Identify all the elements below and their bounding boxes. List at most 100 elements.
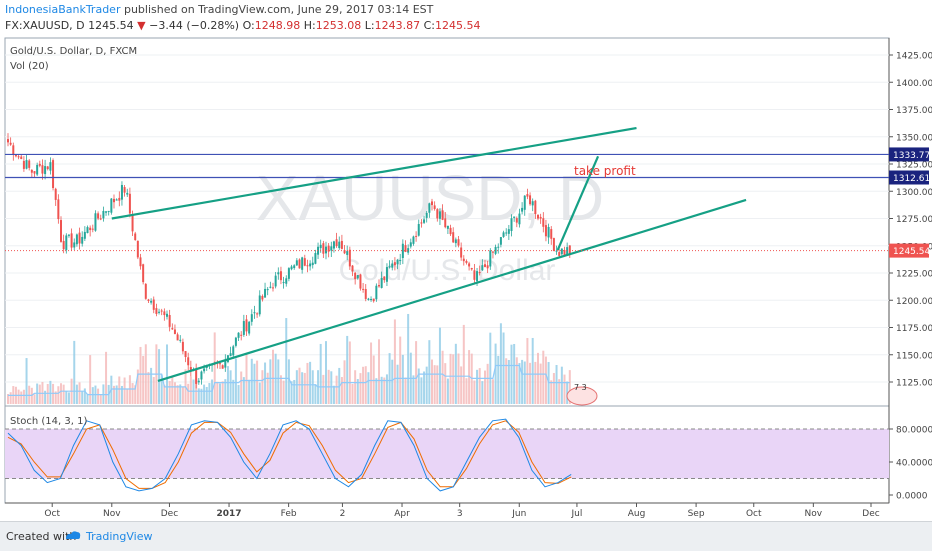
- candle-body: [457, 239, 460, 246]
- publisher-link[interactable]: IndonesiaBankTrader: [5, 3, 121, 16]
- horizontal-levels[interactable]: [5, 153, 889, 179]
- volume-bar: [330, 371, 333, 404]
- volume-bar: [67, 392, 70, 404]
- volume-bar: [152, 377, 155, 404]
- volume-bar: [513, 343, 516, 404]
- tradingview-link[interactable]: TradingView: [86, 530, 153, 543]
- price-tick-label: 1125.00: [896, 379, 932, 389]
- candle-body: [568, 245, 571, 254]
- volume-bar: [531, 337, 534, 404]
- candle-body: [343, 250, 346, 254]
- candle-body: [14, 154, 17, 157]
- volume-bar: [494, 343, 497, 404]
- candle-body: [436, 209, 439, 219]
- time-tick-label: Nov: [805, 509, 823, 519]
- candle-body: [266, 289, 269, 291]
- volume-bar: [462, 324, 465, 404]
- volume-bar: [250, 358, 253, 404]
- time-tick-label: Oct: [746, 509, 762, 519]
- high-label: H:: [303, 19, 316, 32]
- channel-line-upper: [111, 126, 637, 220]
- candle-body: [152, 299, 155, 310]
- candle-body: [335, 239, 338, 247]
- candle-body: [126, 192, 129, 195]
- stoch-k-line: [7, 418, 572, 492]
- volume-bar: [224, 379, 227, 404]
- volume-bar: [499, 323, 502, 404]
- candle-body: [221, 365, 224, 369]
- volume-bar: [65, 391, 68, 404]
- candle-body: [57, 199, 60, 220]
- volume-bar: [99, 394, 102, 404]
- candle-body: [30, 169, 33, 173]
- candle-body: [240, 334, 243, 336]
- volume-bar: [97, 388, 100, 404]
- volume-bar: [420, 377, 423, 404]
- stoch-band: [5, 429, 889, 479]
- close-value: 1245.54: [434, 19, 481, 32]
- candle-body: [298, 259, 301, 269]
- volume-bar: [123, 377, 126, 404]
- volume-bar: [163, 384, 166, 404]
- stoch-d-line: [7, 420, 572, 489]
- candle-body: [219, 363, 221, 365]
- time-tick-label: Dec: [161, 509, 178, 519]
- candle-body: [489, 250, 492, 267]
- volume-bar: [314, 384, 317, 404]
- candle-body: [454, 239, 457, 244]
- candle-body: [91, 228, 94, 230]
- candle-body: [279, 271, 282, 281]
- volume-bar: [486, 363, 489, 404]
- volume-bar: [407, 313, 410, 404]
- volume-bar: [444, 363, 447, 404]
- price-tag-label: 1333.77: [893, 151, 930, 161]
- volume-bar: [460, 366, 463, 404]
- volume-bar: [295, 370, 298, 404]
- price-tick-label: 1275.00: [896, 215, 932, 225]
- watermark-symbol: XAUUSD, D: [256, 162, 605, 234]
- price-tick-label: 1425.00: [896, 52, 932, 62]
- candle-body: [370, 298, 373, 301]
- candle-body: [510, 218, 513, 231]
- candle-body: [473, 270, 476, 280]
- volume-bar: [126, 388, 129, 404]
- volume-bar: [465, 378, 468, 404]
- events-badge[interactable]: 7 3: [566, 383, 598, 406]
- volume-bar: [526, 338, 529, 404]
- volume-bar: [139, 346, 142, 404]
- take-profit-label[interactable]: take profit: [574, 164, 636, 178]
- volume-legend: Vol (20): [10, 61, 49, 72]
- volume-bar: [560, 366, 563, 404]
- volume-bar: [303, 372, 306, 404]
- volume-bar: [86, 393, 89, 404]
- candle-body: [44, 166, 47, 175]
- candle-body: [245, 319, 248, 332]
- time-tick-label: Sep: [688, 509, 705, 519]
- volume-ma-line: [8, 364, 570, 396]
- volume-bar: [208, 383, 211, 404]
- candle-body: [144, 283, 147, 299]
- candle-body: [134, 233, 137, 241]
- candle-body: [356, 275, 359, 279]
- price-tag-bg: [889, 147, 929, 162]
- trend-channel[interactable]: [111, 126, 747, 382]
- volume-bar: [529, 362, 532, 404]
- price-chart[interactable]: XAUUSD, D Gold/U.S. Dollar take profit 7…: [0, 0, 932, 521]
- candle-body: [269, 286, 272, 288]
- volume-bar: [515, 357, 518, 404]
- candle-body: [412, 236, 415, 244]
- price-tick-label: 1325.00: [896, 161, 932, 171]
- candle-body: [20, 156, 23, 160]
- price-tag-bg: [889, 170, 929, 185]
- candle-body: [423, 219, 426, 223]
- candle-body: [518, 213, 521, 225]
- candle-body: [420, 222, 423, 224]
- candle-body: [232, 346, 235, 356]
- volume-bar: [197, 388, 200, 404]
- volume-bar: [17, 389, 20, 404]
- volume-bar: [425, 366, 428, 404]
- low-label: L:: [364, 19, 375, 32]
- volume-bar: [160, 374, 163, 404]
- candle-body: [60, 220, 62, 242]
- candle-body: [327, 245, 330, 252]
